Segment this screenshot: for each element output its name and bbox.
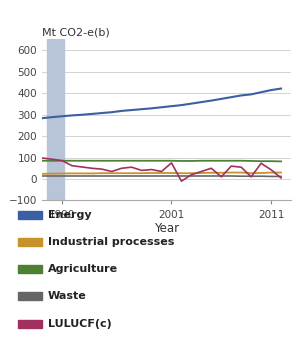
Text: Industrial processes: Industrial processes [48, 237, 174, 247]
Bar [47, 39, 64, 200]
Text: Mt CO2-e(b): Mt CO2-e(b) [42, 27, 110, 37]
Text: Waste: Waste [48, 291, 87, 301]
Text: Energy: Energy [48, 210, 92, 220]
Text: LULUCF(c): LULUCF(c) [48, 319, 112, 329]
X-axis label: Year: Year [154, 222, 179, 235]
Text: Agriculture: Agriculture [48, 264, 118, 274]
